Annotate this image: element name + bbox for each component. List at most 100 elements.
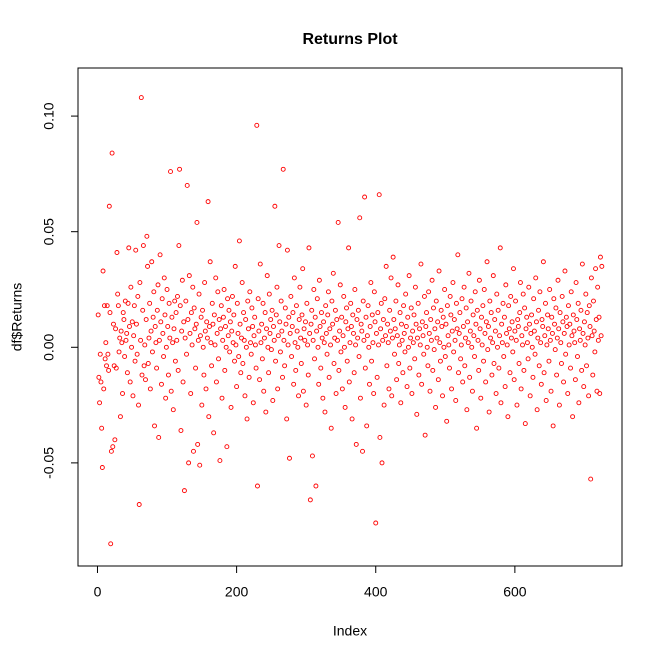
point xyxy=(140,307,146,313)
point xyxy=(591,298,596,304)
point xyxy=(291,381,297,387)
point xyxy=(421,351,427,357)
point xyxy=(358,321,364,327)
point xyxy=(595,284,601,290)
point xyxy=(145,361,151,366)
point xyxy=(544,342,550,348)
point xyxy=(138,95,144,101)
point xyxy=(225,296,231,302)
x-tick-label: 0 xyxy=(94,584,102,600)
point xyxy=(167,335,173,341)
point xyxy=(543,398,549,403)
point xyxy=(420,333,426,339)
point xyxy=(599,263,605,269)
point xyxy=(508,293,514,299)
point xyxy=(261,388,267,394)
point xyxy=(195,441,201,447)
point xyxy=(184,351,189,357)
point xyxy=(293,367,299,373)
point xyxy=(539,317,545,322)
point xyxy=(143,377,148,383)
point xyxy=(577,337,583,343)
point xyxy=(102,356,108,362)
point xyxy=(538,340,544,346)
point xyxy=(339,386,345,392)
chart-title: Returns Plot xyxy=(302,31,398,48)
point xyxy=(188,310,194,316)
point xyxy=(285,342,291,348)
point xyxy=(505,414,511,420)
y-tick-label: 0.10 xyxy=(41,102,57,129)
point xyxy=(124,370,130,376)
point xyxy=(324,351,330,357)
point xyxy=(271,324,276,329)
point xyxy=(408,335,413,341)
point xyxy=(586,393,592,399)
point xyxy=(593,266,599,272)
point xyxy=(463,335,468,341)
point xyxy=(517,280,523,286)
point xyxy=(497,333,503,339)
point xyxy=(256,328,262,334)
point xyxy=(289,354,295,359)
point xyxy=(258,340,264,346)
point xyxy=(360,298,366,304)
point xyxy=(218,326,224,332)
point xyxy=(164,287,170,292)
point xyxy=(178,428,184,433)
point xyxy=(185,317,191,322)
point xyxy=(520,342,525,348)
point xyxy=(184,182,190,188)
point xyxy=(545,326,551,332)
point xyxy=(533,319,539,325)
point xyxy=(214,330,220,336)
point xyxy=(309,307,315,313)
point xyxy=(425,363,431,369)
point xyxy=(141,363,147,369)
point xyxy=(254,122,260,128)
point xyxy=(318,365,324,371)
point xyxy=(461,284,467,290)
point xyxy=(400,370,406,376)
point xyxy=(339,314,345,320)
point xyxy=(469,388,475,394)
point xyxy=(416,372,422,378)
point xyxy=(552,347,558,353)
point xyxy=(328,425,334,431)
point xyxy=(507,370,513,376)
point xyxy=(489,372,495,378)
point xyxy=(478,395,484,401)
point xyxy=(255,483,260,489)
point xyxy=(394,333,400,339)
point xyxy=(210,321,216,327)
point xyxy=(106,203,112,209)
point xyxy=(273,358,279,364)
point xyxy=(97,351,103,357)
point xyxy=(284,247,290,253)
point xyxy=(570,312,576,318)
point xyxy=(557,310,563,316)
point xyxy=(200,344,206,350)
point xyxy=(353,441,359,447)
point xyxy=(180,379,186,385)
point xyxy=(155,282,161,288)
point xyxy=(338,349,344,355)
y-axis-label: df$Returns xyxy=(9,283,25,351)
point xyxy=(158,319,164,325)
point xyxy=(319,335,325,341)
point xyxy=(348,300,354,306)
point xyxy=(450,280,456,286)
point xyxy=(440,314,446,320)
point xyxy=(135,293,141,299)
point xyxy=(550,423,556,429)
point xyxy=(572,340,578,346)
point xyxy=(435,319,441,325)
point xyxy=(446,342,452,348)
point xyxy=(105,351,111,357)
point xyxy=(538,381,544,387)
point xyxy=(215,289,221,295)
point xyxy=(547,287,553,292)
point xyxy=(495,344,500,350)
point xyxy=(504,342,510,348)
point xyxy=(301,326,307,332)
